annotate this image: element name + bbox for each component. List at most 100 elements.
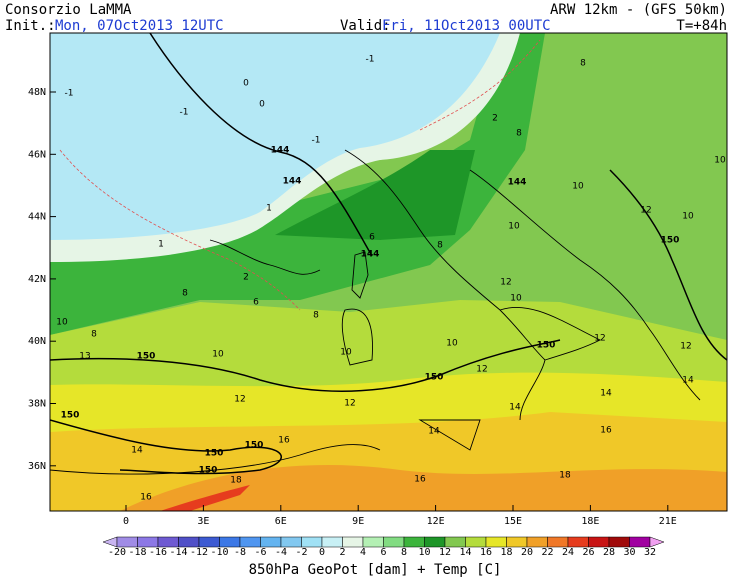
contour-label: -1	[65, 89, 74, 99]
colorbar-box	[465, 536, 487, 548]
contour-label: 12	[344, 399, 355, 409]
contour-label: 8	[313, 311, 319, 321]
colorbar-box	[219, 536, 241, 548]
lon-label: 9E	[352, 516, 364, 527]
contour-label: 10	[572, 182, 584, 192]
colorbar-label: 4	[360, 547, 366, 558]
isotherm	[59, 149, 301, 311]
colorbar-box	[137, 536, 159, 548]
colorbar-label: 30	[623, 547, 635, 558]
colorbar-cap	[102, 536, 118, 548]
colorbar-label: -16	[149, 547, 167, 558]
colorbar-label: -14	[169, 547, 187, 558]
temperature-field	[50, 33, 727, 511]
contour-label: 150	[137, 352, 156, 362]
contour-label: 144	[271, 146, 290, 156]
colorbar-label: -2	[295, 547, 307, 558]
contour-label: 144	[361, 250, 380, 260]
valid-time: Fri, 11Oct2013 00UTC	[382, 18, 551, 34]
colorbar-box	[526, 536, 548, 548]
contour-label: 150	[537, 341, 556, 351]
valid-label: Valid:	[340, 18, 391, 34]
contour-label: 12	[476, 365, 487, 375]
colorbar-label: 18	[500, 547, 512, 558]
contour-label: 0	[243, 79, 249, 89]
contour-label: 14	[682, 376, 694, 386]
site-title: Consorzio LaMMA	[5, 2, 132, 18]
contour-label: 10	[508, 222, 520, 232]
colorbar-box	[588, 536, 610, 548]
contour-label: 150	[661, 236, 680, 246]
contour-label: 14	[600, 389, 612, 399]
colorbar-label: 20	[521, 547, 533, 558]
contour-label: -1	[180, 108, 189, 118]
isoline	[149, 33, 373, 257]
colorbar-label: -10	[210, 547, 228, 558]
field-band	[50, 33, 545, 335]
colorbar-label: 8	[401, 547, 407, 558]
lon-label: 0	[123, 516, 129, 527]
colorbar-label: -8	[234, 547, 246, 558]
colorbar-box	[198, 536, 220, 548]
contour-labels: -1 -1 -1 0 0 -1 1 144 144 144 144 2 6 8 8 10 8 13 150 10 10 1…	[56, 55, 726, 503]
lat-label: 44N	[28, 212, 46, 223]
contour-label: 150	[199, 466, 218, 476]
colorbar-box	[178, 536, 200, 548]
colorbar-box	[342, 536, 364, 548]
contour-label: 16	[140, 493, 152, 503]
colorbar-label: 28	[603, 547, 615, 558]
colorbar-box	[239, 536, 261, 548]
contour-label: 10	[682, 212, 694, 222]
contour-label: 2	[243, 273, 249, 283]
colorbar-box	[383, 536, 405, 548]
contour-label: 12	[594, 334, 605, 344]
contour-label: 10	[510, 294, 522, 304]
coastline	[209, 239, 321, 275]
contour-label: 12	[680, 342, 691, 352]
colorbar-label: 26	[582, 547, 594, 558]
isoline	[50, 339, 561, 392]
contour-label: 6	[369, 233, 375, 243]
lead-time: T=+84h	[676, 18, 727, 34]
colorbar-box	[567, 536, 589, 548]
colorbar-label: 2	[339, 547, 345, 558]
lat-label: 48N	[28, 87, 46, 98]
colorbar-label: -12	[190, 547, 208, 558]
colorbar-label: -4	[275, 547, 287, 558]
contour-label: -1	[366, 55, 375, 65]
contour-label: 8	[437, 241, 443, 251]
colorbar-box	[506, 536, 528, 548]
colorbar-box	[629, 536, 651, 548]
contour-label: 6	[253, 298, 259, 308]
coastline	[50, 419, 481, 475]
contour-label: 10	[212, 350, 224, 360]
colorbar-label: 0	[319, 547, 325, 558]
lon-label: 15E	[504, 516, 522, 527]
contour-label: 14	[509, 403, 521, 413]
colorbar-box	[485, 536, 507, 548]
contour-label: 150	[205, 449, 224, 459]
contour-label: 10	[340, 348, 352, 358]
field-band	[275, 150, 475, 240]
contour-label: 16	[414, 475, 426, 485]
init-label: Init.:	[5, 18, 56, 34]
colorbar-box	[403, 536, 425, 548]
contour-label: 144	[508, 178, 527, 188]
contour-label: 18	[230, 476, 242, 486]
colorbar-box	[116, 536, 138, 548]
contour-label: 144	[283, 177, 302, 187]
coastline	[341, 251, 373, 366]
contour-label: 8	[91, 330, 97, 340]
colorbar-label: -18	[128, 547, 146, 558]
map-frame	[49, 32, 728, 512]
contour-label: 16	[278, 436, 290, 446]
contour-label: 14	[428, 427, 440, 437]
field-band	[120, 465, 727, 511]
colorbar-caption: 850hPa GeoPot [dam] + Temp [C]	[249, 562, 502, 578]
lat-label: 46N	[28, 149, 46, 160]
contour-label: 8	[516, 129, 522, 139]
lon-label: 6E	[275, 516, 287, 527]
contour-label: 13	[79, 352, 90, 362]
coastline	[344, 149, 602, 421]
contour-label: 1	[266, 204, 272, 214]
